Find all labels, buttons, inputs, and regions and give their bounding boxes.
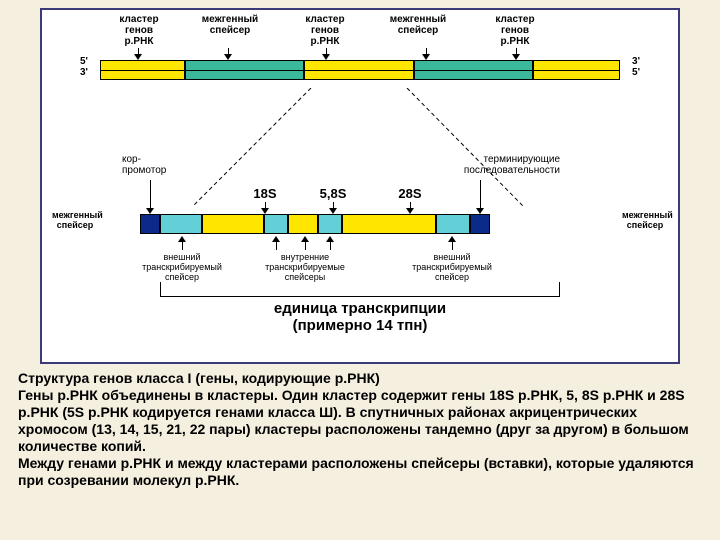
spacer-label: внутренниетранскрибируемыеспейсеры — [255, 252, 355, 282]
detail-segment — [160, 214, 202, 234]
chromosome-strip-top — [100, 60, 620, 80]
down-arrow — [134, 48, 142, 60]
down-arrow — [422, 48, 430, 60]
rrna-label: 18S — [240, 186, 290, 201]
detail-segment — [264, 214, 288, 234]
down-arrow — [224, 48, 232, 60]
top-cluster-labels: кластергеновр.РНК межгенныйспейсер кластер… — [100, 14, 620, 52]
up-arrow — [178, 236, 186, 250]
five-prime-label-left: 5'3' — [80, 56, 88, 78]
spacer-label: внешнийтранскрибируемыйспейсер — [132, 252, 232, 282]
side-label-left: межгенныйспейсер — [52, 210, 98, 230]
detail-segment — [288, 214, 318, 234]
desc-line3: Между генами р.РНК и между кластерами ра… — [18, 455, 694, 488]
top-label: кластергеновр.РНК — [104, 14, 174, 47]
top-label: межгенныйспейсер — [190, 14, 270, 36]
transcription-unit-bracket — [160, 282, 560, 297]
rRNA-region-labels: 18S 5,8S 28S — [140, 186, 580, 210]
spacer-label: внешнийтранскрибируемыйспейсер — [402, 252, 502, 282]
detail-segment — [436, 214, 470, 234]
top-label: межгенныйспейсер — [378, 14, 458, 36]
transcription-unit-strip — [140, 214, 580, 234]
rrna-label: 5,8S — [308, 186, 358, 201]
rrna-label: 28S — [380, 186, 440, 201]
description-text: Структура генов класса I (гены, кодирующ… — [18, 370, 702, 489]
detail-segment — [342, 214, 436, 234]
detail-segment — [202, 214, 264, 234]
diagram-frame: кластергеновр.РНК межгенныйспейсер кластер… — [40, 8, 680, 364]
top-arrows — [100, 48, 620, 60]
detail-segment — [470, 214, 490, 234]
up-arrow — [301, 236, 309, 250]
detail-segment — [318, 214, 342, 234]
desc-line2: Гены р.РНК объединены в кластеры. Один к… — [18, 387, 689, 454]
top-label: кластергеновр.РНК — [480, 14, 550, 47]
spacer-arrow-labels: внешнийтранскрибируемыйспейсер внутренние… — [140, 236, 580, 282]
annotation-label: терминирующиепоследовательности — [440, 154, 560, 176]
detail-segment — [140, 214, 160, 234]
diagram-inner: кластергеновр.РНК межгенныйспейсер кластер… — [100, 14, 620, 358]
annotation-label: кор-промотор — [122, 154, 202, 176]
three-prime-label-right: 3'5' — [632, 56, 640, 78]
up-arrow — [448, 236, 456, 250]
down-arrow — [512, 48, 520, 60]
transcription-unit-caption: единица транскрипции(примерно 14 тпн) — [100, 300, 620, 334]
down-arrow — [322, 48, 330, 60]
top-label: кластергеновр.РНК — [290, 14, 360, 47]
desc-line1: Структура генов класса I (гены, кодирующ… — [18, 370, 380, 386]
side-label-right: межгенныйспейсер — [622, 210, 668, 230]
